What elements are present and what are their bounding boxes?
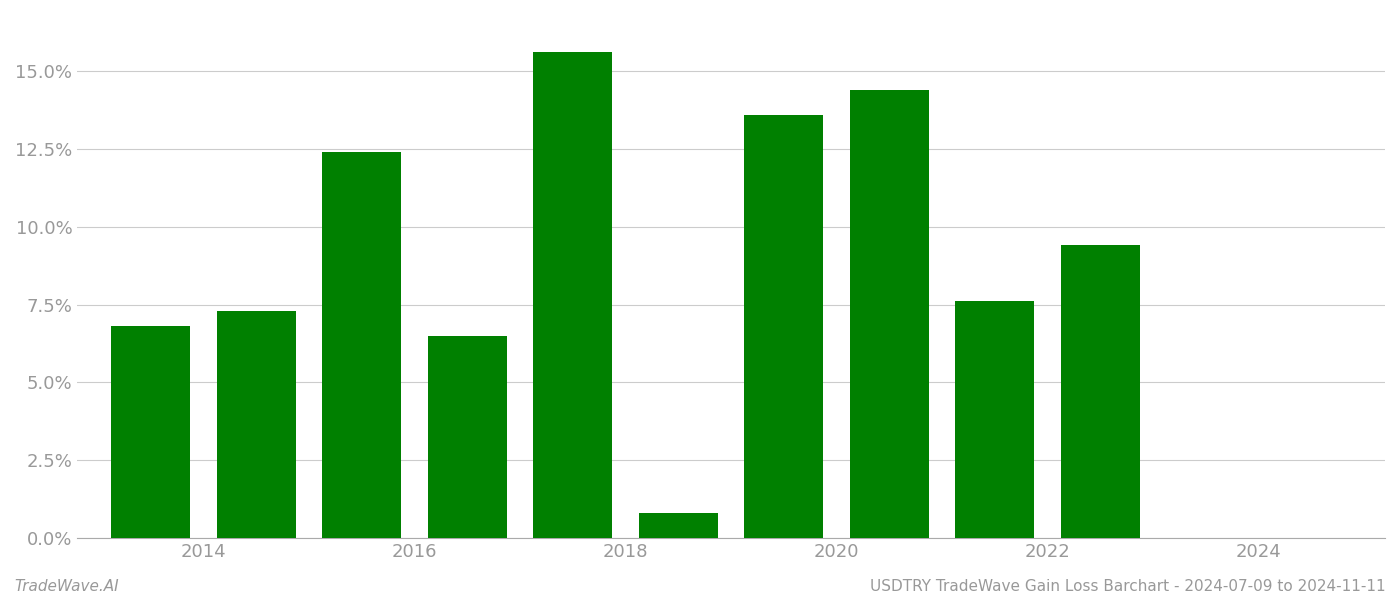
Bar	[322, 152, 402, 538]
Bar	[1061, 245, 1140, 538]
Bar	[217, 311, 295, 538]
Bar	[955, 301, 1035, 538]
Bar	[533, 52, 612, 538]
Bar	[112, 326, 190, 538]
Bar	[638, 513, 718, 538]
Bar	[745, 115, 823, 538]
Text: USDTRY TradeWave Gain Loss Barchart - 2024-07-09 to 2024-11-11: USDTRY TradeWave Gain Loss Barchart - 20…	[871, 579, 1386, 594]
Text: TradeWave.AI: TradeWave.AI	[14, 579, 119, 594]
Bar	[428, 336, 507, 538]
Bar	[850, 90, 928, 538]
